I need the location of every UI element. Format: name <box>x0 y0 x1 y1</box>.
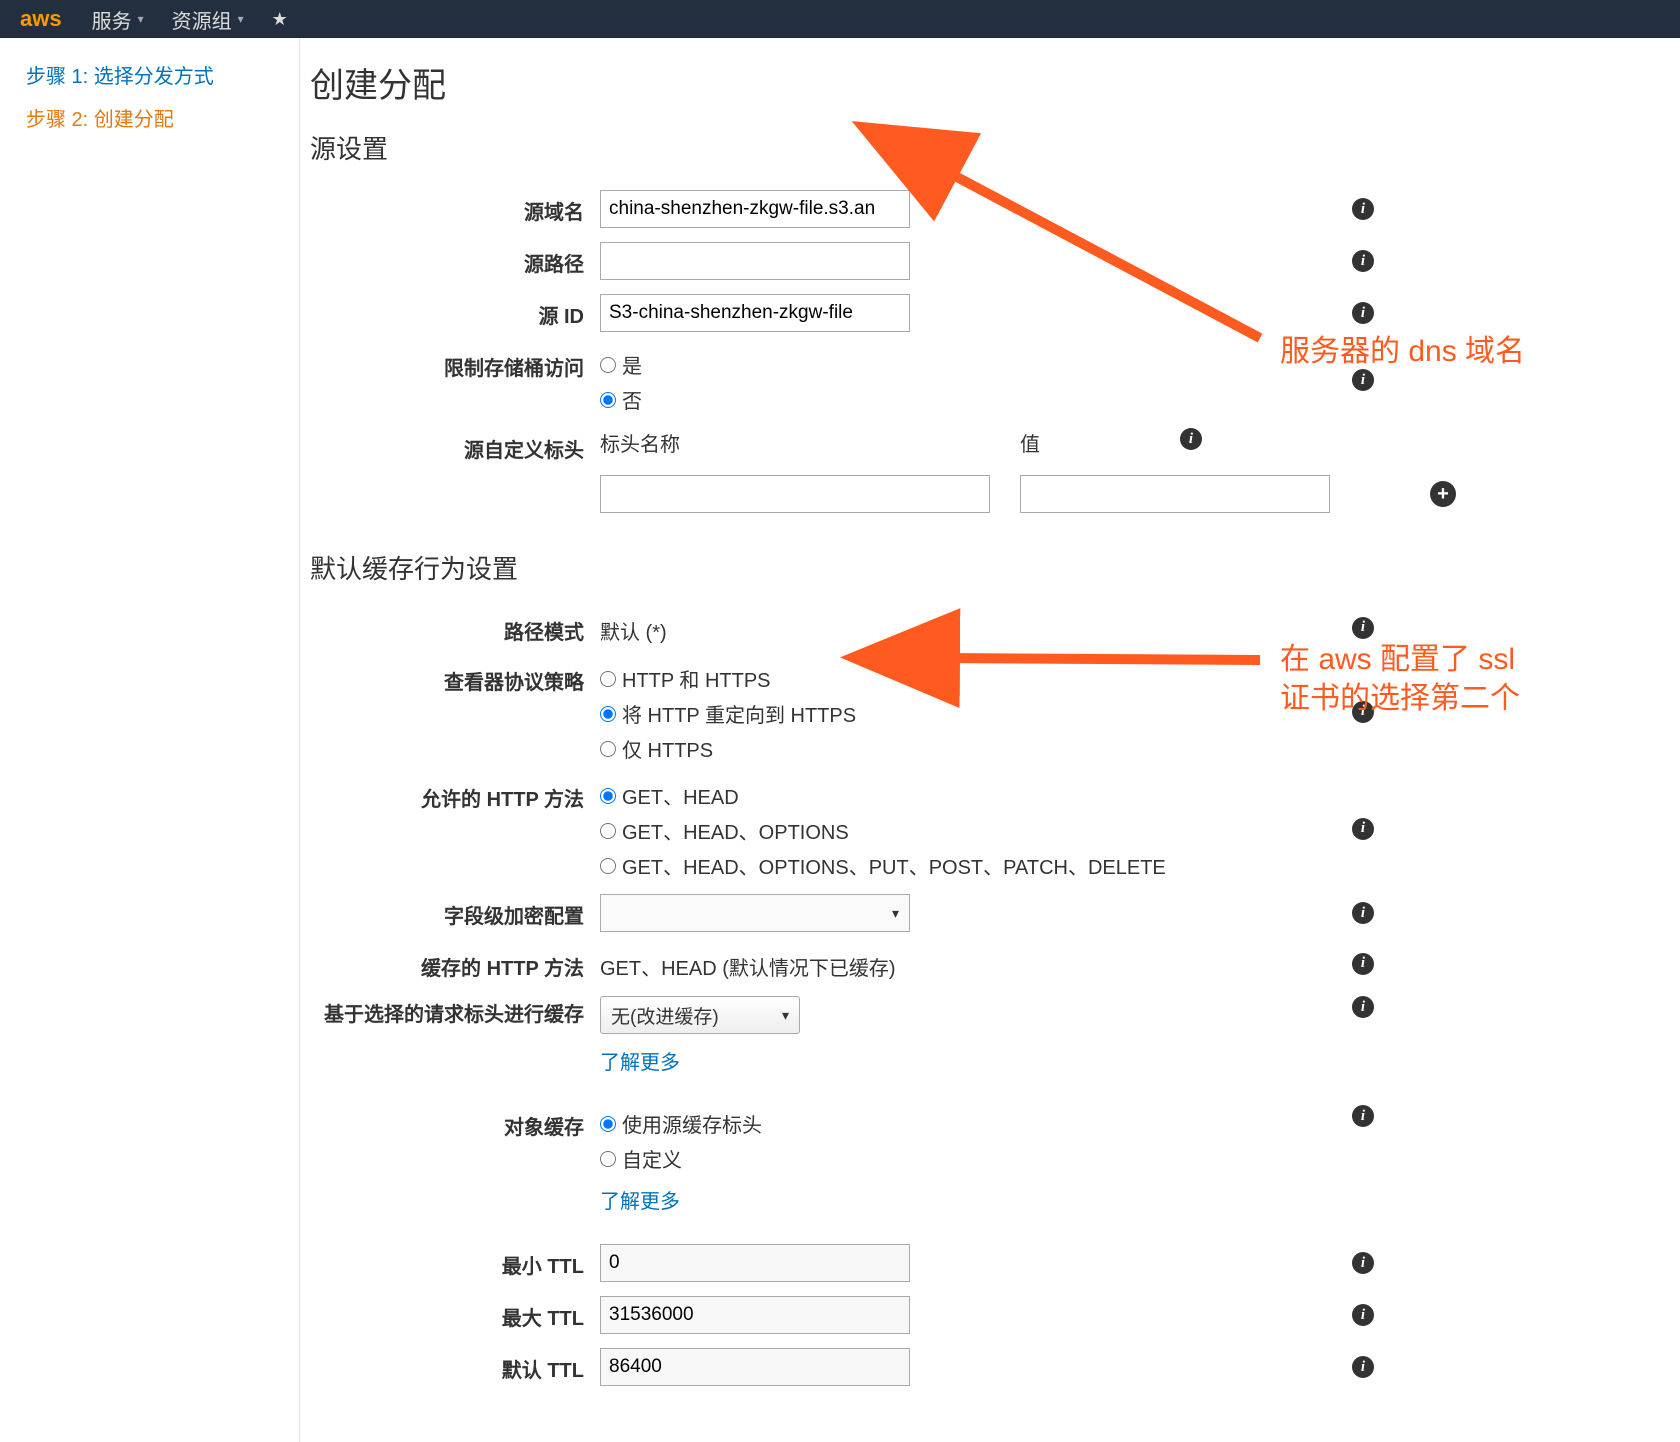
select-field-encrypt[interactable]: ▾ <box>600 894 910 932</box>
info-icon[interactable]: i <box>1352 1356 1374 1378</box>
radio-oc-origin[interactable]: 使用源缓存标头 <box>600 1109 762 1138</box>
input-min-ttl[interactable] <box>600 1244 910 1282</box>
info-icon[interactable]: i <box>1352 198 1374 220</box>
input-default-ttl[interactable] <box>600 1348 910 1386</box>
value-cached-methods: GET、HEAD (默认情况下已缓存) <box>600 946 896 981</box>
radio-label: HTTP 和 HTTPS <box>622 664 771 693</box>
annotation-dns: 服务器的 dns 域名 <box>1280 332 1525 371</box>
link-learn-more[interactable]: 了解更多 <box>600 1185 680 1214</box>
radio-label: 自定义 <box>622 1144 682 1173</box>
col-header-value: 值 <box>1020 428 1040 457</box>
caret-icon: ▾ <box>138 12 144 26</box>
label-restrict-bucket: 限制存储桶访问 <box>310 346 600 381</box>
radio-label: 是 <box>622 350 642 379</box>
sidebar: 步骤 1: 选择分发方式 步骤 2: 创建分配 <box>0 38 300 1442</box>
label-object-cache: 对象缓存 <box>310 1105 600 1140</box>
label-max-ttl: 最大 TTL <box>310 1296 600 1331</box>
radio-label: GET、HEAD、OPTIONS、PUT、POST、PATCH、DELETE <box>622 851 1166 880</box>
label-origin-path: 源路径 <box>310 242 600 277</box>
info-icon[interactable]: i <box>1352 902 1374 924</box>
radio-vp-https-only[interactable]: 仅 HTTPS <box>600 734 856 763</box>
annotation-line: 在 aws 配置了 ssl <box>1280 640 1520 679</box>
input-max-ttl[interactable] <box>600 1296 910 1334</box>
info-icon[interactable]: i <box>1352 302 1374 324</box>
label-allowed-methods: 允许的 HTTP 方法 <box>310 777 600 812</box>
pin-icon[interactable]: ★ <box>272 9 288 30</box>
label-default-ttl: 默认 TTL <box>310 1348 600 1383</box>
input-origin-path[interactable] <box>600 242 910 280</box>
info-icon[interactable]: i <box>1352 996 1374 1018</box>
info-icon[interactable]: i <box>1352 250 1374 272</box>
radio-restrict-yes[interactable]: 是 <box>600 350 642 379</box>
menu-services-label: 服务 <box>92 5 132 34</box>
input-origin-id[interactable] <box>600 294 910 332</box>
label-field-encrypt: 字段级加密配置 <box>310 894 600 929</box>
input-header-name[interactable] <box>600 475 990 513</box>
info-icon[interactable]: i <box>1352 369 1374 391</box>
info-icon[interactable]: i <box>1352 953 1374 975</box>
step-1-link[interactable]: 步骤 1: 选择分发方式 <box>26 60 273 89</box>
select-value: 无(改进缓存) <box>611 1002 719 1029</box>
radio-label: GET、HEAD、OPTIONS <box>622 816 849 845</box>
label-forward-headers: 基于选择的请求标头进行缓存 <box>310 996 600 1028</box>
radio-restrict-no[interactable]: 否 <box>600 385 642 414</box>
chevron-down-icon: ▾ <box>782 1007 789 1024</box>
annotation-line: 证书的选择第二个 <box>1280 679 1520 718</box>
label-custom-headers: 源自定义标头 <box>310 428 600 463</box>
menu-resource-groups[interactable]: 资源组 ▾ <box>172 5 244 34</box>
radio-vp-redirect[interactable]: 将 HTTP 重定向到 HTTPS <box>600 699 856 728</box>
input-header-value[interactable] <box>1020 475 1330 513</box>
info-icon[interactable]: i <box>1352 1105 1374 1127</box>
info-icon[interactable]: i <box>1352 1252 1374 1274</box>
topbar: aws 服务 ▾ 资源组 ▾ ★ <box>0 0 1680 38</box>
radio-label: 将 HTTP 重定向到 HTTPS <box>622 699 856 728</box>
info-icon[interactable]: i <box>1352 1304 1374 1326</box>
info-icon[interactable]: i <box>1180 428 1202 450</box>
radio-label: GET、HEAD <box>622 781 739 810</box>
info-icon[interactable]: i <box>1352 617 1374 639</box>
link-learn-more[interactable]: 了解更多 <box>600 1046 680 1075</box>
col-header-name: 标头名称 <box>600 428 1020 457</box>
main-content: 创建分配 源设置 源域名 i 源路径 i 源 ID <box>300 38 1680 1442</box>
label-viewer-protocol: 查看器协议策略 <box>310 660 600 695</box>
section-origin-title: 源设置 <box>310 129 1650 166</box>
radio-label: 否 <box>622 385 642 414</box>
radio-label: 仅 HTTPS <box>622 734 713 763</box>
select-forward-headers[interactable]: 无(改进缓存) ▾ <box>600 996 800 1034</box>
chevron-down-icon: ▾ <box>892 905 899 922</box>
aws-logo[interactable]: aws <box>20 6 62 32</box>
radio-am-get-head-opt[interactable]: GET、HEAD、OPTIONS <box>600 816 1166 845</box>
step-2-active: 步骤 2: 创建分配 <box>26 103 273 132</box>
caret-icon: ▾ <box>238 12 244 26</box>
label-cached-methods: 缓存的 HTTP 方法 <box>310 946 600 981</box>
section-cache-title: 默认缓存行为设置 <box>310 549 1650 586</box>
label-min-ttl: 最小 TTL <box>310 1244 600 1279</box>
annotation-ssl: 在 aws 配置了 ssl 证书的选择第二个 <box>1280 640 1520 718</box>
input-origin-domain[interactable] <box>600 190 910 228</box>
value-path-pattern: 默认 (*) <box>600 610 667 645</box>
label-path-pattern: 路径模式 <box>310 610 600 645</box>
radio-label: 使用源缓存标头 <box>622 1109 762 1138</box>
menu-services[interactable]: 服务 ▾ <box>92 5 144 34</box>
radio-oc-custom[interactable]: 自定义 <box>600 1144 762 1173</box>
page-title: 创建分配 <box>310 58 1650 107</box>
radio-am-get-head[interactable]: GET、HEAD <box>600 781 1166 810</box>
radio-am-all[interactable]: GET、HEAD、OPTIONS、PUT、POST、PATCH、DELETE <box>600 851 1166 880</box>
radio-vp-http-https[interactable]: HTTP 和 HTTPS <box>600 664 856 693</box>
menu-resource-groups-label: 资源组 <box>172 5 232 34</box>
label-origin-id: 源 ID <box>310 294 600 329</box>
add-header-button[interactable]: + <box>1430 481 1456 507</box>
label-origin-domain: 源域名 <box>310 190 600 225</box>
info-icon[interactable]: i <box>1352 818 1374 840</box>
